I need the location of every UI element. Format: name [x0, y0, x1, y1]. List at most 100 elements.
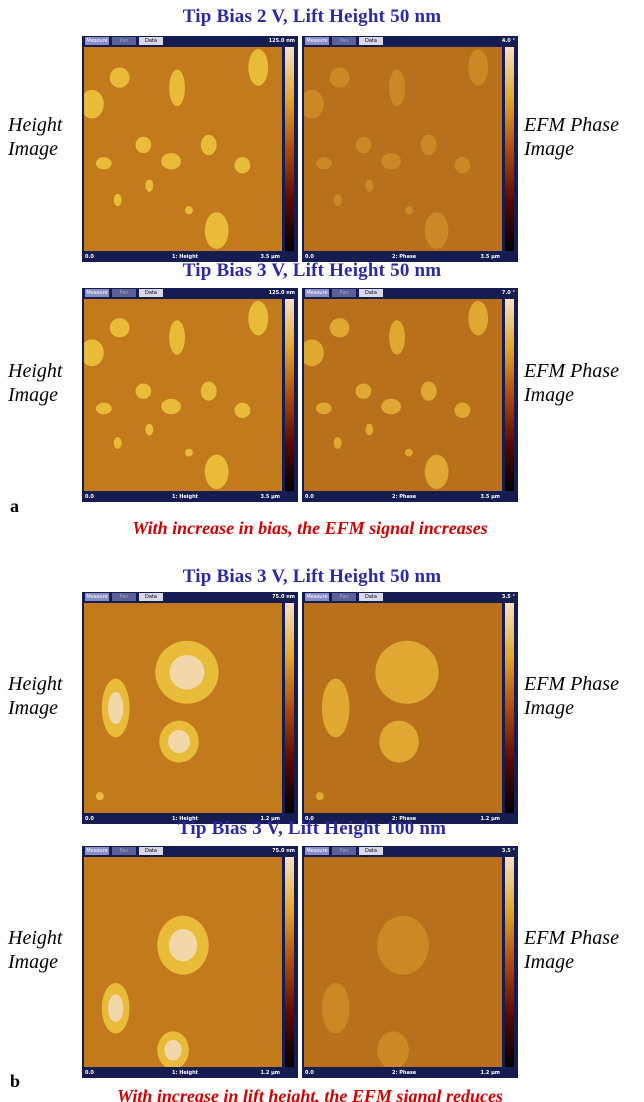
blob	[114, 437, 122, 449]
figure: Tip Bias 2 V, Lift Height 50 nmHeightIma…	[0, 0, 644, 1102]
label-line: Height	[8, 672, 62, 696]
blob	[185, 206, 193, 214]
label-line: EFM Phase	[524, 359, 619, 383]
scale-max: 3.5 °	[502, 592, 515, 602]
blob	[114, 194, 122, 206]
blob	[334, 194, 342, 206]
colorbar	[285, 603, 294, 813]
blob	[110, 318, 130, 337]
blob	[381, 153, 401, 169]
blob	[96, 403, 112, 415]
blob	[96, 792, 104, 800]
label-line: Image	[524, 696, 619, 720]
toolbar-button[interactable]: Data Zoom	[139, 593, 163, 601]
scan-size: 3.5 µm	[481, 252, 501, 262]
label-line: Image	[8, 696, 62, 720]
blob	[330, 67, 350, 87]
blob	[234, 403, 250, 418]
blob	[110, 67, 130, 87]
toolbar-button[interactable]: Pan	[332, 289, 356, 297]
left-label: HeightImage	[8, 926, 62, 974]
blob	[316, 403, 332, 415]
scale-min: 0.0	[85, 492, 94, 502]
colorbar	[505, 299, 514, 491]
blob	[205, 212, 229, 249]
toolbar-button[interactable]: Data Zoom	[139, 289, 163, 297]
label-line: Image	[524, 137, 619, 161]
toolbar-button[interactable]: Measure	[85, 847, 109, 855]
scale-min: 0.0	[305, 492, 314, 502]
scale-max: 125.0 nm	[269, 36, 295, 46]
toolbar-button[interactable]: Data Zoom	[139, 37, 163, 45]
blob	[248, 301, 268, 336]
channel: 1: Height	[172, 492, 198, 502]
blob	[454, 403, 470, 418]
scan-size: 3.5 µm	[261, 492, 281, 502]
panel-label: b	[10, 1071, 20, 1092]
scale-min: 0.0	[85, 814, 94, 824]
blob	[108, 692, 123, 724]
afm-image	[84, 603, 282, 813]
toolbar-button[interactable]: Data Zoom	[359, 593, 383, 601]
toolbar-button[interactable]: Pan	[332, 847, 356, 855]
toolbar-button[interactable]: Measure	[305, 289, 329, 297]
toolbar-button[interactable]: Measure	[305, 593, 329, 601]
blob	[170, 655, 205, 690]
blob	[375, 641, 438, 704]
blob	[161, 399, 181, 414]
toolbar-button[interactable]: Pan	[112, 37, 136, 45]
blob	[135, 137, 151, 153]
scale-max: 3.5 °	[502, 846, 515, 856]
label-line: Height	[8, 113, 62, 137]
toolbar-button[interactable]: Data Zoom	[139, 847, 163, 855]
toolbar-button[interactable]: Measure	[85, 37, 109, 45]
panel-label: a	[10, 496, 19, 517]
left-label: HeightImage	[8, 672, 62, 720]
blob	[421, 135, 437, 155]
blob	[248, 49, 268, 86]
scan-size: 1.2 µm	[261, 1068, 281, 1078]
toolbar-button[interactable]: Measure	[85, 289, 109, 297]
scan-size: 3.5 µm	[481, 492, 501, 502]
toolbar-button[interactable]: Pan	[112, 847, 136, 855]
toolbar-button[interactable]: Pan	[332, 37, 356, 45]
toolbar-button[interactable]: Measure	[85, 593, 109, 601]
blob	[355, 137, 371, 153]
toolbar-button[interactable]: Pan	[112, 593, 136, 601]
scale-max: 75.0 nm	[272, 846, 295, 856]
blob	[405, 449, 413, 457]
toolbar-button[interactable]: Data Zoom	[359, 289, 383, 297]
scan-size: 1.2 µm	[481, 1068, 501, 1078]
blob	[169, 320, 185, 355]
row-title: Tip Bias 3 V, Lift Height 50 nm	[183, 260, 442, 282]
scale-max: 4.0 °	[502, 36, 515, 46]
channel: 2: Phase	[392, 1068, 416, 1078]
blob	[355, 383, 371, 398]
blob	[425, 455, 449, 490]
blob	[168, 730, 190, 753]
toolbar-button[interactable]: Pan	[112, 289, 136, 297]
colorbar	[285, 47, 294, 251]
scale-min: 0.0	[85, 252, 94, 262]
afm-image	[304, 47, 502, 251]
scale-min: 0.0	[85, 1068, 94, 1078]
channel: 2: Phase	[392, 492, 416, 502]
blob	[468, 49, 488, 86]
afm-image	[84, 299, 282, 491]
toolbar-button[interactable]: Measure	[305, 37, 329, 45]
toolbar-button[interactable]: Data Zoom	[359, 37, 383, 45]
toolbar-button[interactable]: Measure	[305, 847, 329, 855]
toolbar-button[interactable]: Data Zoom	[359, 847, 383, 855]
toolbar-button[interactable]: Pan	[332, 593, 356, 601]
blob	[234, 157, 250, 173]
afm-image	[304, 603, 502, 813]
scale-min: 0.0	[305, 1068, 314, 1078]
blob	[169, 69, 185, 106]
